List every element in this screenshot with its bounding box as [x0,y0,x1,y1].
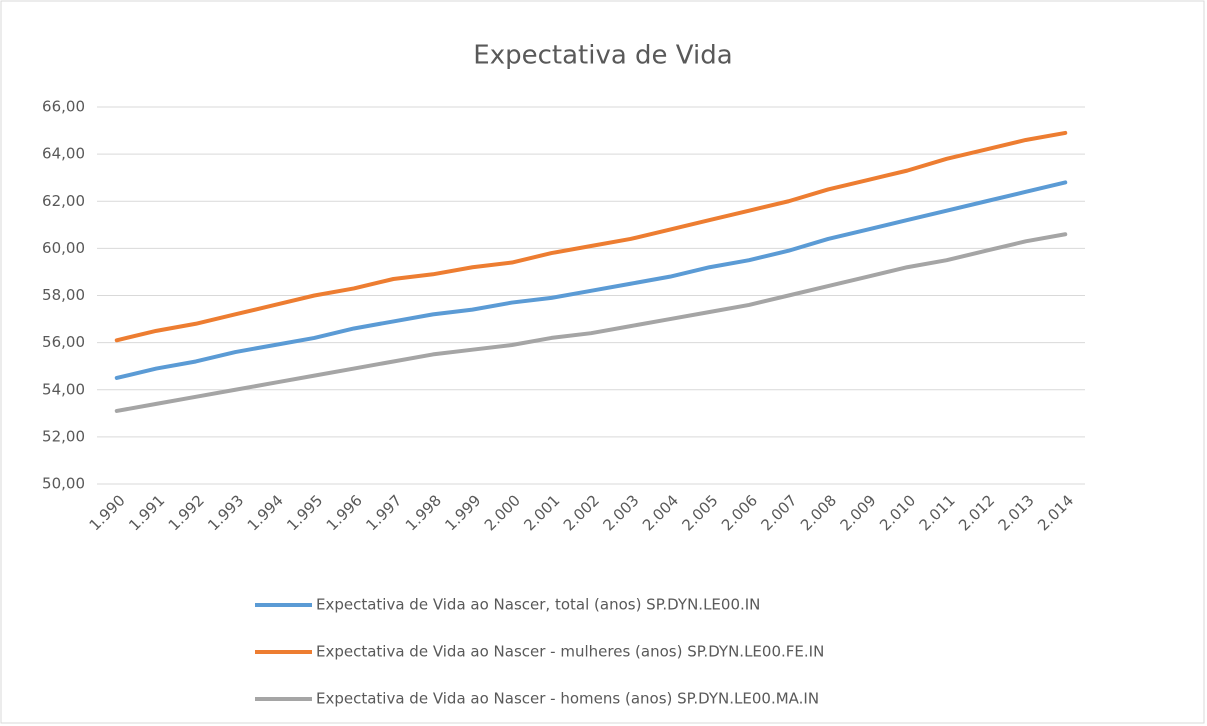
series-line [114,180,1068,380]
y-tick-label: 56,00 [42,333,85,351]
series-line [114,232,1068,413]
y-tick-label: 58,00 [42,286,85,304]
y-tick-label: 64,00 [42,145,85,163]
legend-label: Expectativa de Vida ao Nascer - homens (… [316,690,819,708]
y-tick-label: 52,00 [42,427,85,445]
y-tick-label: 54,00 [42,380,85,398]
y-tick-label: 62,00 [42,192,85,210]
y-tick-label: 60,00 [42,239,85,257]
y-tick-label: 50,00 [42,475,85,493]
legend-label: Expectativa de Vida ao Nascer - mulheres… [316,643,824,661]
chart-title: Expectativa de Vida [473,41,732,71]
series-line [114,130,1068,343]
y-tick-label: 66,00 [42,98,85,116]
legend-label: Expectativa de Vida ao Nascer, total (an… [316,596,760,614]
